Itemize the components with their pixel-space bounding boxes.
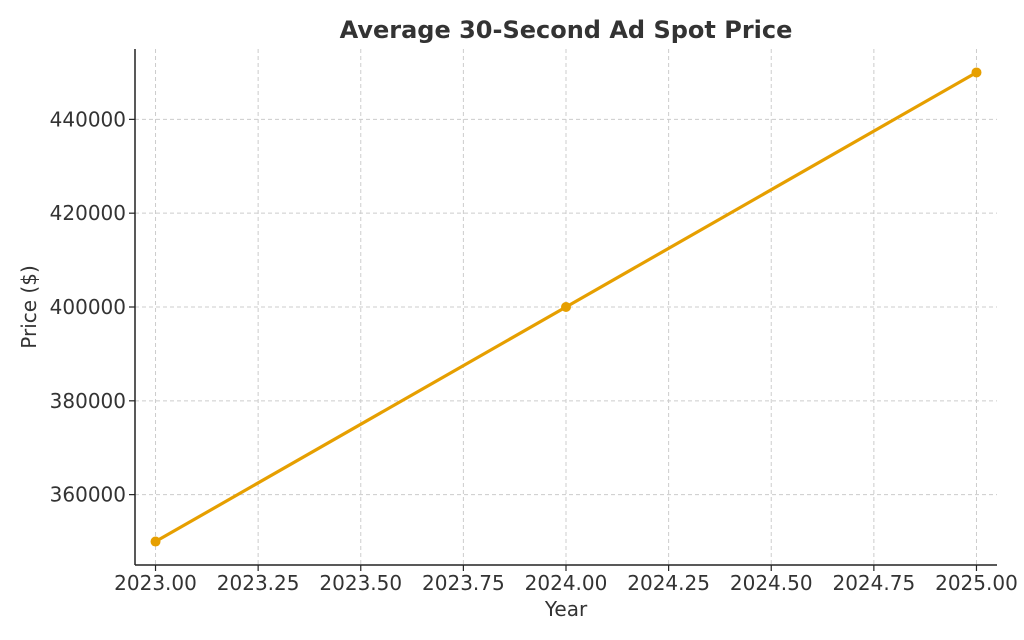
y-tick-label: 420000 (50, 201, 126, 225)
x-axis-label: Year (544, 597, 588, 621)
series (150, 67, 982, 547)
grid (135, 49, 997, 565)
x-tick-label: 2025.00 (935, 571, 1018, 595)
data-point (561, 302, 571, 312)
y-tick-label: 400000 (50, 295, 126, 319)
x-tick-label: 2023.25 (217, 571, 300, 595)
chart-title: Average 30-Second Ad Spot Price (340, 16, 793, 44)
y-tick-label: 360000 (50, 483, 126, 507)
data-point (150, 536, 161, 547)
y-tick-label: 440000 (50, 107, 126, 131)
data-point (971, 67, 982, 78)
ticks: 2023.00 2023.25 2023.50 2023.75 2024.00 2024.… (50, 107, 1018, 595)
y-axis-label: Price ($) (17, 265, 41, 348)
x-tick-label: 2023.75 (422, 571, 505, 595)
x-tick-label: 2023.50 (319, 571, 402, 595)
x-tick-label: 2024.00 (525, 571, 608, 595)
x-tick-label: 2024.75 (832, 571, 915, 595)
x-tick-label: 2024.50 (730, 571, 813, 595)
y-tick-label: 380000 (50, 389, 126, 413)
x-tick-label: 2024.25 (627, 571, 710, 595)
x-tick-label: 2023.00 (114, 571, 197, 595)
